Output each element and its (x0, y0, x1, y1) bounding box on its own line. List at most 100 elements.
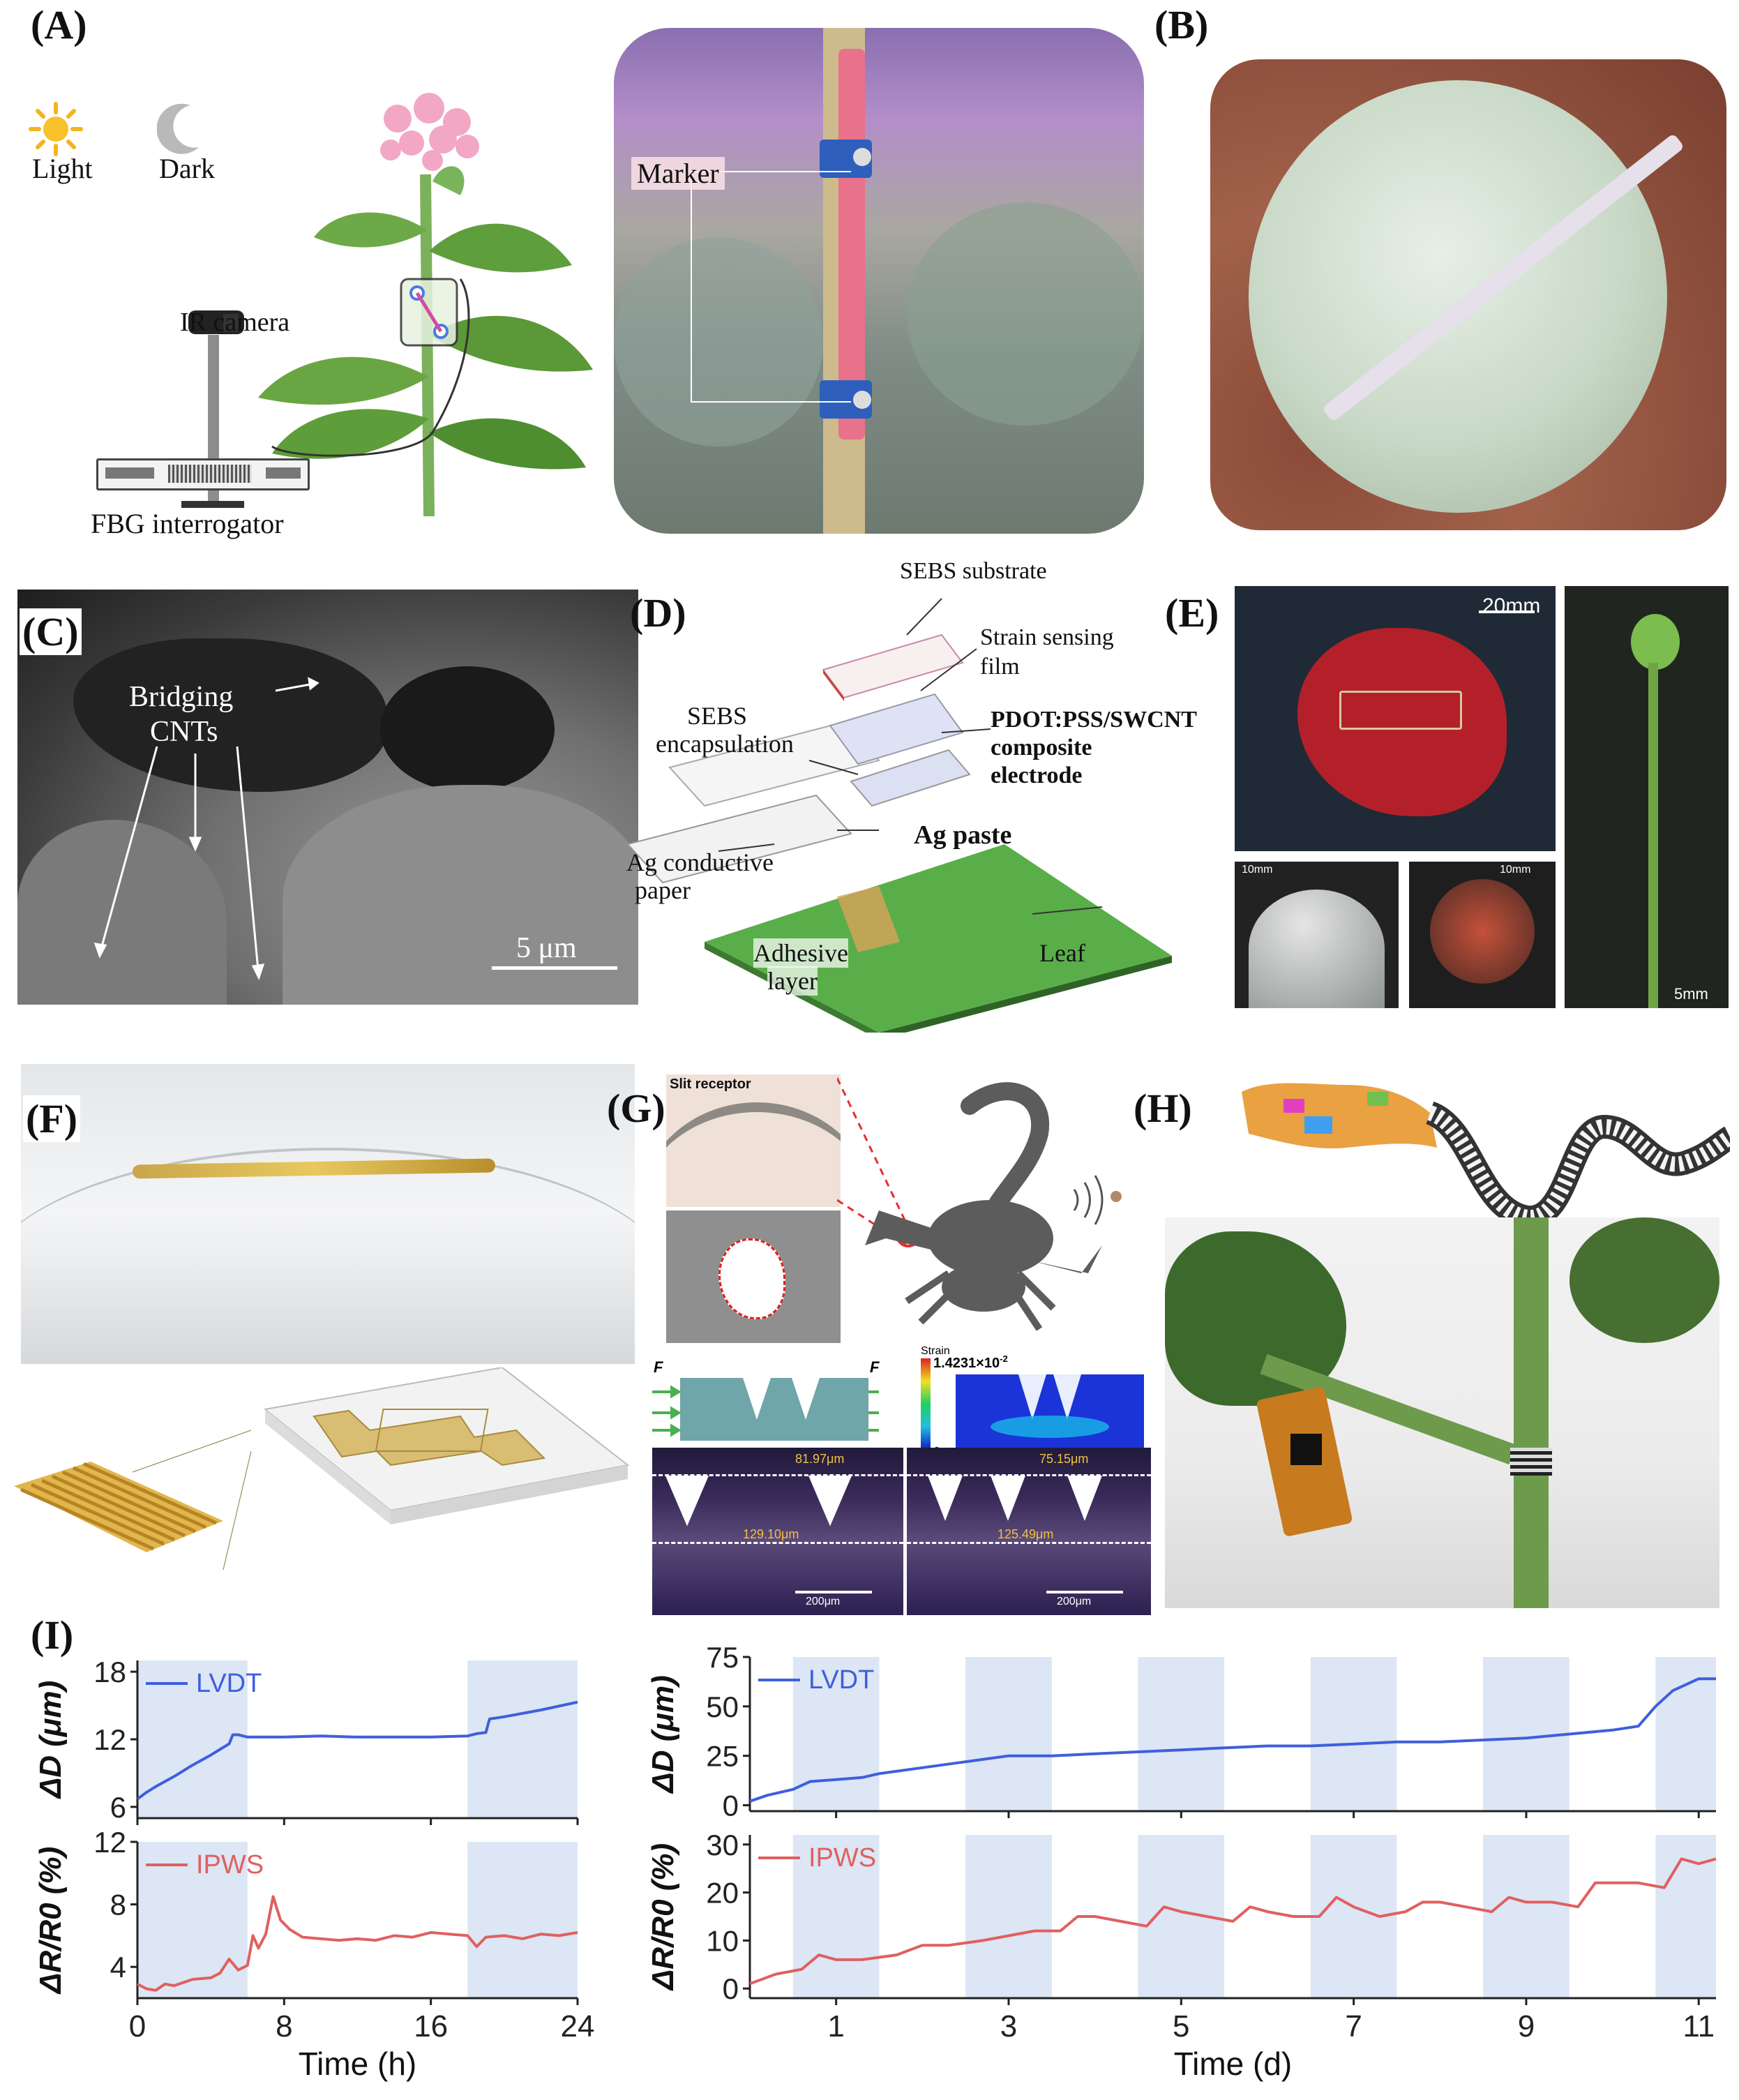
dark-period-2-5 (1655, 1657, 1716, 1811)
pedot-label-1: PDOT:PSS/SWCNT (991, 707, 1197, 733)
dark-period-2-0 (792, 1657, 880, 1811)
panel-label-d: (D) (630, 590, 686, 636)
panel-label-a: (A) (31, 2, 87, 47)
x-tick-label-3: 1 (827, 2009, 844, 2043)
moon-icon (157, 103, 199, 154)
legend-label-2: LVDT (808, 1665, 874, 1695)
y-axis-label-0: ΔD (μm) (33, 1681, 68, 1800)
dark-period-2-2 (1138, 1657, 1225, 1811)
panel-label-b: (B) (1154, 2, 1209, 47)
panel-label-g: (G) (607, 1086, 665, 1131)
series-line-3-0 (749, 1857, 1717, 1986)
sebs-enc-label-1: SEBS (687, 702, 748, 730)
y-tick-label-1: 4 (110, 1951, 126, 1983)
dim-label-2: 129.10μm (743, 1527, 799, 1541)
svg-text:1.4231×10-2: 1.4231×10-2 (933, 1353, 1008, 1371)
pedot-label-3: electrode (991, 763, 1083, 788)
force-label-left: F (654, 1358, 663, 1376)
series-line-2-0 (749, 1677, 1716, 1803)
dark-period-2-3 (1310, 1657, 1397, 1811)
light-label: Light (32, 153, 93, 184)
fem-strain-diagram: Strain 1.4231×10-2 0 (921, 1345, 1144, 1459)
y-tick-label-2: 25 (706, 1740, 739, 1773)
fbg-label: FBG interrogator (91, 508, 284, 539)
y-tick-label-3: 30 (706, 1829, 739, 1861)
flexible-sensor-photo (21, 1064, 635, 1364)
dim-label-4: 125.49μm (998, 1527, 1053, 1541)
pedot-label-2: composite (991, 735, 1092, 760)
dark-label: Dark (159, 153, 215, 184)
dim-label-3: 75.15μm (1039, 1452, 1088, 1466)
x-tick-label-1: 0 (129, 2009, 146, 2043)
y-tick-label-0: 12 (93, 1723, 126, 1756)
e-scale-1: 20mm (1482, 594, 1541, 617)
scale-label-left: 200μm (806, 1596, 840, 1607)
dark-period-1-1 (467, 1842, 578, 1998)
ag-paper-label-1: Ag conductive (626, 848, 774, 876)
y-tick-label-2: 50 (706, 1690, 739, 1723)
scorpion-illustration (837, 1077, 1122, 1331)
x-tick-label-1: 16 (414, 2009, 448, 2043)
x-tick-label-3: 7 (1345, 2009, 1362, 2043)
panel-label-c: (C) (20, 608, 82, 655)
x-axis-label-3: Time (d) (1174, 2046, 1293, 2082)
x-tick-label-3: 11 (1682, 2009, 1715, 2043)
y-tick-label-3: 0 (723, 1972, 739, 2005)
x-axis-label-1: Time (h) (299, 2046, 417, 2082)
adhesive-label-2: layer (767, 966, 818, 996)
dim-label-1: 81.97μm (795, 1452, 844, 1466)
electrode-3d-diagram (14, 1367, 630, 1570)
legend-label-1: IPWS (196, 1850, 264, 1880)
e-scale-3: 10mm (1500, 864, 1531, 876)
y-tick-label-1: 8 (110, 1889, 126, 1921)
sem-image (17, 590, 638, 1005)
x-tick-label-3: 3 (1000, 2009, 1017, 2043)
panel-label-f: (F) (23, 1095, 81, 1142)
sebs-substrate-label: SEBS substrate (900, 558, 1047, 584)
y-tick-label-3: 10 (706, 1924, 739, 1957)
sun-icon (29, 102, 83, 156)
microscopy-right-grooves: 75.15μm 125.49μm 200μm (928, 1452, 1102, 1607)
y-tick-label-0: 18 (93, 1656, 126, 1688)
fbg-device (96, 458, 310, 490)
dark-period-1-0 (137, 1842, 248, 1998)
panel-label-h: (H) (1134, 1086, 1192, 1131)
dome-sensor-photo (1235, 862, 1399, 1008)
sem-scale-label: 5 μm (516, 932, 577, 964)
slit-receptor-closeup (666, 1074, 841, 1207)
y-tick-label-0: 6 (110, 1791, 126, 1824)
microscopy-left-grooves: 81.97μm 129.10μm 200μm (665, 1452, 852, 1607)
tomato-plant-photo (1165, 1217, 1719, 1608)
plant-stem-photo (614, 28, 1144, 534)
legend-label-0: LVDT (196, 1669, 262, 1698)
marker-label: Marker (631, 157, 725, 190)
y-axis-label-1: ΔR/R0 (%) (33, 1847, 68, 1995)
dark-period-3-4 (1483, 1835, 1569, 1998)
bud-photo (1565, 586, 1729, 1008)
series-line-0-0 (136, 1700, 578, 1801)
dark-period-0-1 (467, 1660, 578, 1818)
cnt-arrows (93, 677, 319, 980)
e-scale-2: 10mm (1242, 864, 1273, 876)
ag-paste-label: Ag paste (914, 820, 1012, 850)
slit-cross-section (666, 1210, 841, 1343)
strain-film-label-1: Strain sensing (980, 624, 1114, 650)
y-axis-label-2: ΔD (μm) (646, 1675, 680, 1794)
force-label-right: F (870, 1358, 880, 1376)
flexible-circuit-diagram (1242, 1083, 1730, 1224)
y-tick-label-2: 75 (706, 1641, 739, 1674)
cnts-label: CNTs (150, 716, 218, 748)
dark-period-3-0 (792, 1835, 880, 1998)
strain-colorbar-title: Strain (921, 1345, 950, 1357)
leaf-label: Leaf (1039, 939, 1085, 967)
strain-colorbar-max: 1.4231×10 (933, 1356, 1000, 1371)
y-tick-label-3: 20 (706, 1877, 739, 1910)
panel-label-i: (I) (31, 1612, 74, 1658)
led-sensor-photo (1409, 862, 1556, 1008)
strain-film-label-2: film (980, 654, 1020, 680)
strain-colorbar-exp: -2 (1000, 1353, 1008, 1364)
x-tick-label-1: 8 (276, 2009, 292, 2043)
e-scale-4: 5mm (1674, 985, 1708, 1003)
sensor-layer-diagram (626, 598, 1172, 1033)
